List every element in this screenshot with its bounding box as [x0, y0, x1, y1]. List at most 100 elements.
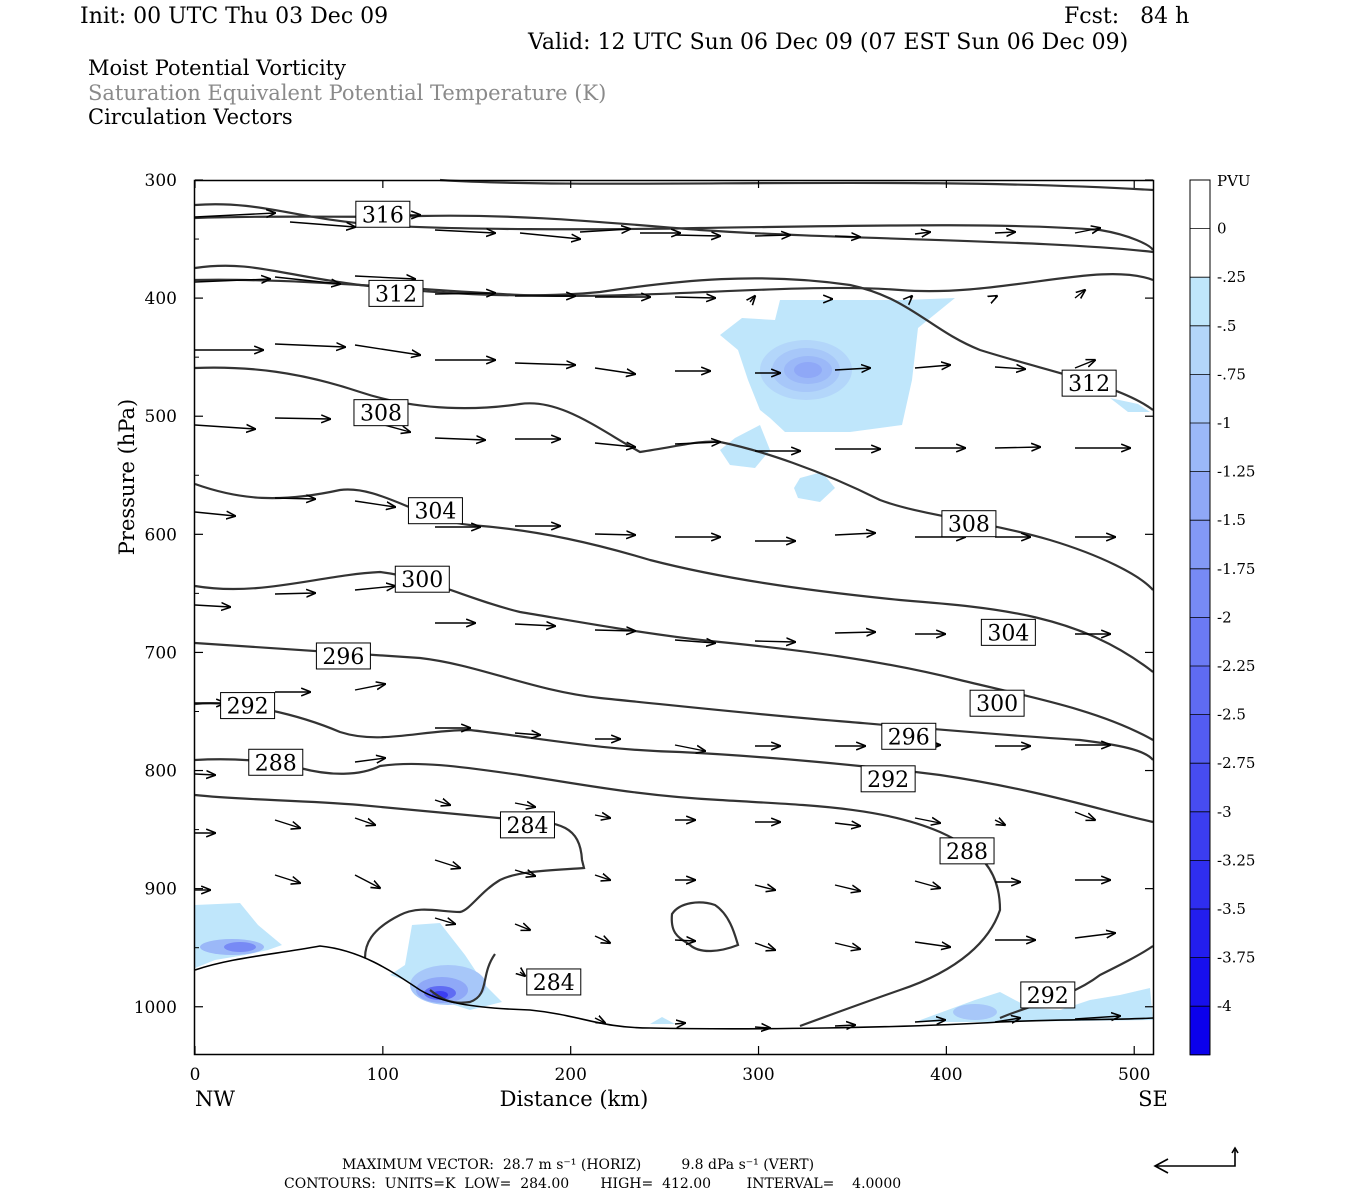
circulation-vector: [834, 533, 875, 535]
circulation-vector: [1074, 811, 1095, 820]
contour-label-box: [941, 510, 997, 538]
circulation-vector: [674, 235, 720, 236]
contour-320: [439, 178, 1154, 192]
colorbar-swatch: [1190, 180, 1210, 230]
mpv-region-tiny: [650, 1017, 675, 1024]
contour-label-box: [1020, 981, 1076, 1009]
contour-label: 292: [227, 695, 269, 720]
circulation-vector: [914, 880, 940, 888]
colorbar-swatch: [1190, 714, 1210, 764]
circulation-vector: [354, 758, 385, 762]
contours-note: CONTOURS: UNITS=K LOW= 284.00 HIGH= 412.…: [284, 1176, 902, 1192]
contour-label-box: [980, 618, 1036, 646]
circulation-vector: [274, 344, 345, 347]
circulation-vector: [194, 774, 215, 775]
colorbar-swatch: [1190, 277, 1210, 327]
circulation-vector: [194, 213, 275, 217]
circulation-vector: [274, 874, 300, 883]
circulation-vector: [594, 815, 610, 818]
contour-label: 308: [948, 513, 990, 538]
x-tick-label: 100: [367, 1065, 399, 1085]
contour-label: 300: [976, 692, 1018, 717]
contour-label: 312: [375, 282, 417, 307]
contour-308: [194, 366, 1154, 591]
circulation-vector: [834, 1025, 855, 1026]
y-axis-label: Pressure (hPa): [115, 399, 139, 555]
circulation-vector: [194, 425, 255, 429]
circulation-vector: [674, 297, 715, 298]
circulation-vector: [354, 817, 375, 825]
colorbar-swatch: [1190, 666, 1210, 716]
colorbar-swatch: [1190, 957, 1210, 1007]
contour-label-box: [526, 968, 582, 996]
init-time: Init: 00 UTC Thu 03 Dec 09: [80, 4, 389, 29]
colorbar-swatch: [1190, 763, 1210, 813]
field-title-theta-e: Saturation Equivalent Potential Temperat…: [88, 81, 607, 105]
contour-label: 296: [888, 725, 930, 750]
contour-label-box: [499, 811, 555, 839]
colorbar-label: -2.25: [1217, 657, 1255, 675]
x-axis-label: Distance (km): [500, 1087, 649, 1111]
colorbar-label: -3.25: [1217, 851, 1255, 869]
contour-300: [194, 570, 1154, 741]
circulation-vector: [674, 1023, 685, 1024]
theta-e-contours: [194, 178, 1154, 1028]
contour-label-box: [939, 837, 995, 865]
y-tick-label: 300: [145, 171, 177, 191]
colorbar-swatch: [1190, 860, 1210, 910]
circulation-vector: [754, 235, 790, 236]
circulation-vector: [354, 586, 395, 590]
contour-label: 312: [1068, 372, 1110, 397]
colorbar-label: -3: [1217, 803, 1232, 821]
contour-label: 284: [533, 971, 575, 996]
circulation-vector: [1074, 290, 1085, 298]
circulation-vector: [354, 500, 395, 507]
circulation-vector: [994, 447, 1040, 448]
x-tick-label: 300: [742, 1065, 774, 1085]
circulation-vector: [434, 918, 455, 924]
contour-label: 300: [401, 568, 443, 593]
colorbar-swatch: [1190, 1006, 1210, 1056]
contour-304: [194, 482, 1154, 673]
contour-312b: [194, 273, 1154, 297]
circulation-vector: [914, 365, 950, 368]
colorbar-label: -.25: [1217, 268, 1246, 286]
contour-label: 308: [360, 402, 402, 427]
circulation-vector: [914, 942, 950, 947]
mpv-core-4: [794, 362, 822, 378]
contour-label-box: [969, 689, 1025, 717]
colorbar-label: -1.75: [1217, 560, 1255, 578]
contour-label: 292: [1027, 984, 1069, 1009]
colorbar-label: -3.5: [1217, 900, 1246, 918]
x-end-label: SE: [1138, 1087, 1168, 1111]
contour-label-box: [1061, 369, 1117, 397]
colorbar-swatch: [1190, 471, 1210, 521]
contour-label: 304: [987, 621, 1029, 646]
colorbar-swatch: [1190, 909, 1210, 959]
x-tick-label: 0: [190, 1065, 201, 1085]
circulation-vector: [594, 443, 635, 447]
contour-label: 288: [255, 751, 297, 776]
contour-288: [194, 758, 1002, 1028]
colorbar-swatch: [1190, 228, 1210, 278]
contour-316b: [194, 214, 1154, 254]
contour-label: 284: [506, 814, 548, 839]
circulation-vector: [354, 874, 380, 888]
circulation-vector: [519, 232, 580, 239]
circulation-vector: [354, 276, 415, 279]
mpv-left-bottom-core-2: [224, 942, 256, 952]
colorbar-label: -1.5: [1217, 511, 1246, 529]
circulation-vector: [914, 232, 930, 234]
circulation-vector: [354, 684, 385, 691]
colorbar-swatch: [1190, 520, 1210, 570]
mpv-region-small: [794, 472, 835, 502]
circulation-vector: [994, 820, 1005, 825]
circulation-vector: [754, 641, 795, 642]
circulation-vector: [434, 293, 495, 294]
contour-label: 296: [322, 645, 364, 670]
y-tick-label: 700: [145, 643, 177, 663]
mpv-right-bottom-core: [953, 1004, 997, 1020]
circulation-vector: [754, 942, 775, 950]
contour-292-bottom: [999, 945, 1154, 1020]
